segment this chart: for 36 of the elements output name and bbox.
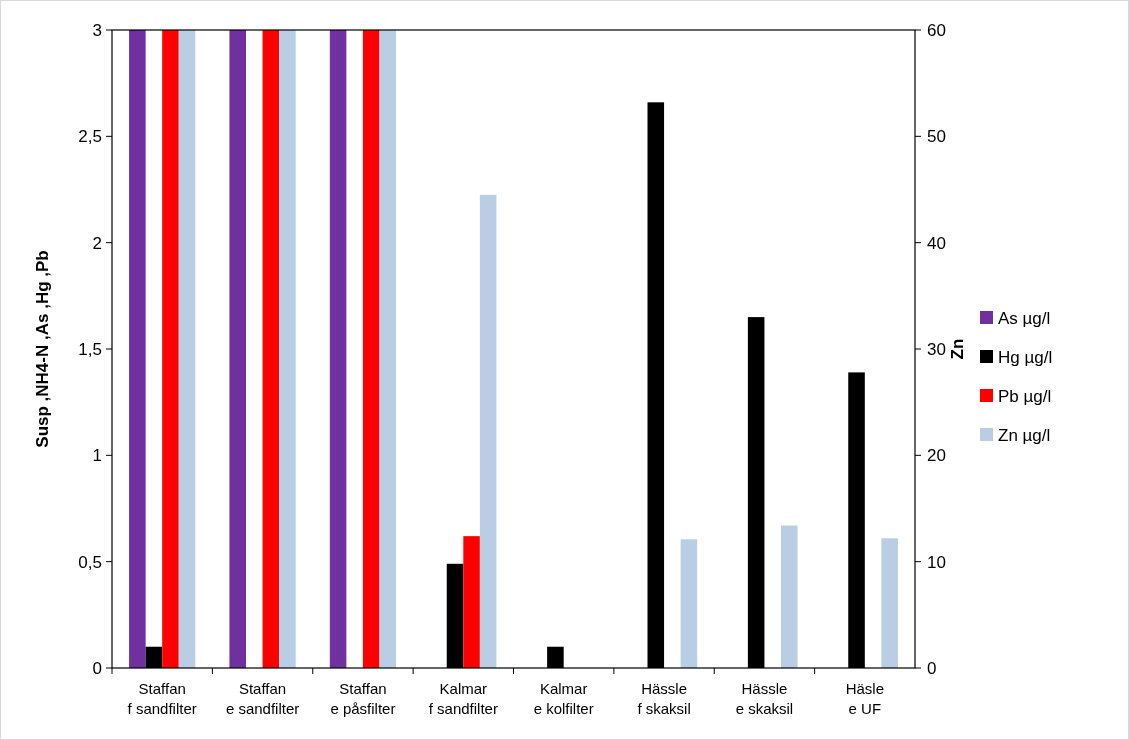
y2-tick-label: 30 [927,339,946,359]
y-tick-label: 3 [92,20,102,40]
y-axis-title: Susp ,NH4-N ,As ,Hg ,Pb [33,250,52,448]
legend-label: Pb µg/l [998,386,1052,406]
y-tick-label: 2,5 [78,127,102,147]
y-tick-label: 1 [92,446,102,466]
bar [881,538,898,668]
legend-label: As µg/l [998,308,1051,328]
x-tick-label: Hässle e skaksil [735,680,794,717]
bar [479,194,497,668]
bar [463,536,480,668]
bar [781,525,798,668]
y2-tick-label: 10 [927,552,946,572]
y2-tick-label: 50 [927,127,946,147]
y2-axis-title: Zn [948,338,967,360]
x-tick-label: Staffan e sandfilter [225,680,300,717]
x-tick-label: Staffan e påsfilter [330,680,396,717]
x-tick-label: Hässle f skaksil [637,680,691,717]
legend-label: Hg µg/l [998,347,1053,367]
bar [680,539,698,668]
y-tick-label: 2 [92,233,102,253]
x-tick-label: Staffan f sandfilter [127,680,197,717]
bar [329,30,347,668]
x-tick-label: Kalmar e kolfilter [533,680,594,717]
legend-label: Zn µg/l [998,425,1051,445]
bar [229,30,246,668]
bar [129,30,146,668]
x-tick-label: Häsle e UF [845,680,884,717]
y2-tick-label: 0 [927,658,937,678]
y2-tick-label: 60 [927,20,946,40]
y-tick-label: 0,5 [78,552,102,572]
x-tick-label: Kalmar f sandfilter [428,680,498,717]
y-tick-label: 1,5 [78,339,102,359]
y-tick-label: 0 [92,658,102,678]
y2-tick-label: 40 [927,233,946,253]
y2-tick-label: 20 [927,446,946,466]
